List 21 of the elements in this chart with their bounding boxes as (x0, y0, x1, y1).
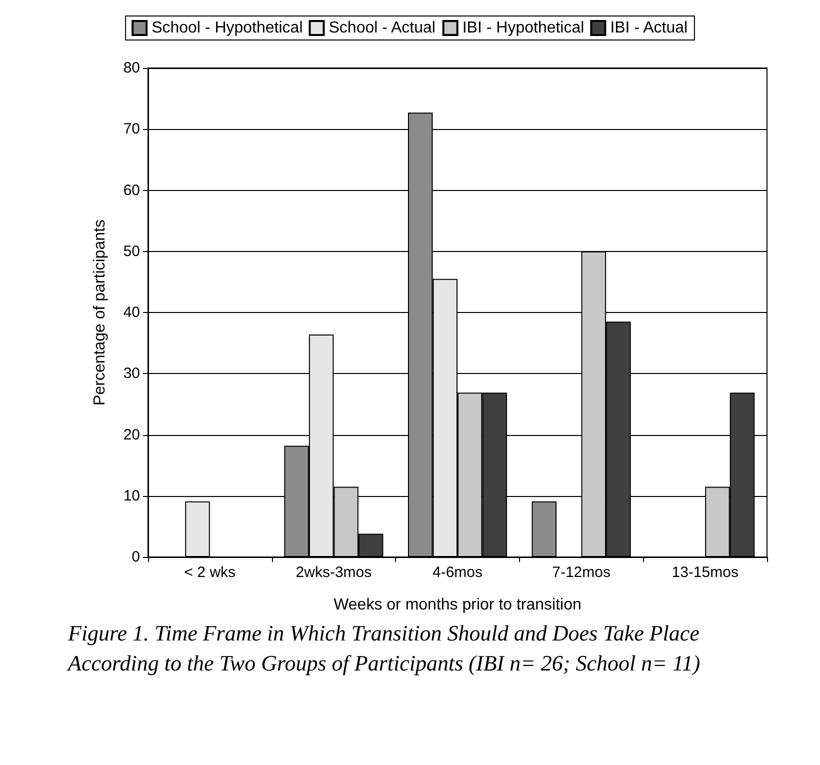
y-tick-label: 0 (132, 548, 140, 566)
x-tick-label: 13-15mos (672, 564, 738, 581)
y-tick-label: 70 (123, 120, 140, 138)
y-tick-label: 20 (123, 426, 140, 444)
x-tick-label: 2wks-3mos (296, 564, 372, 581)
y-tick-label: 60 (123, 182, 140, 199)
caption: Figure 1. Time Frame in Which Transition Should and Does Take Place According to the Two Groups of Participants (IBI n= 26; School n= 11) (66, 620, 705, 676)
y-tick-label: 40 (123, 304, 140, 321)
legend-label: School - Hypothetical (152, 20, 303, 36)
y-tick-label: 50 (123, 242, 140, 260)
x-tick-label: 4-6mos (432, 564, 483, 581)
legend-label: IBI - Hypothetical (462, 20, 584, 36)
x-tick-label: 7-12mos (552, 564, 610, 581)
legend-label: School - Actual (328, 20, 436, 36)
x-tick-label: < 2 wks (184, 564, 236, 581)
x-axis-title: Weeks or months prior to transition (334, 596, 582, 614)
y-axis-title: Percentage of participants (92, 220, 108, 406)
y-tick-label: 10 (123, 487, 140, 504)
y-tick-label: 30 (123, 365, 140, 382)
y-tick-label: 80 (123, 60, 140, 76)
legend-label: IBI - Actual (610, 20, 688, 36)
